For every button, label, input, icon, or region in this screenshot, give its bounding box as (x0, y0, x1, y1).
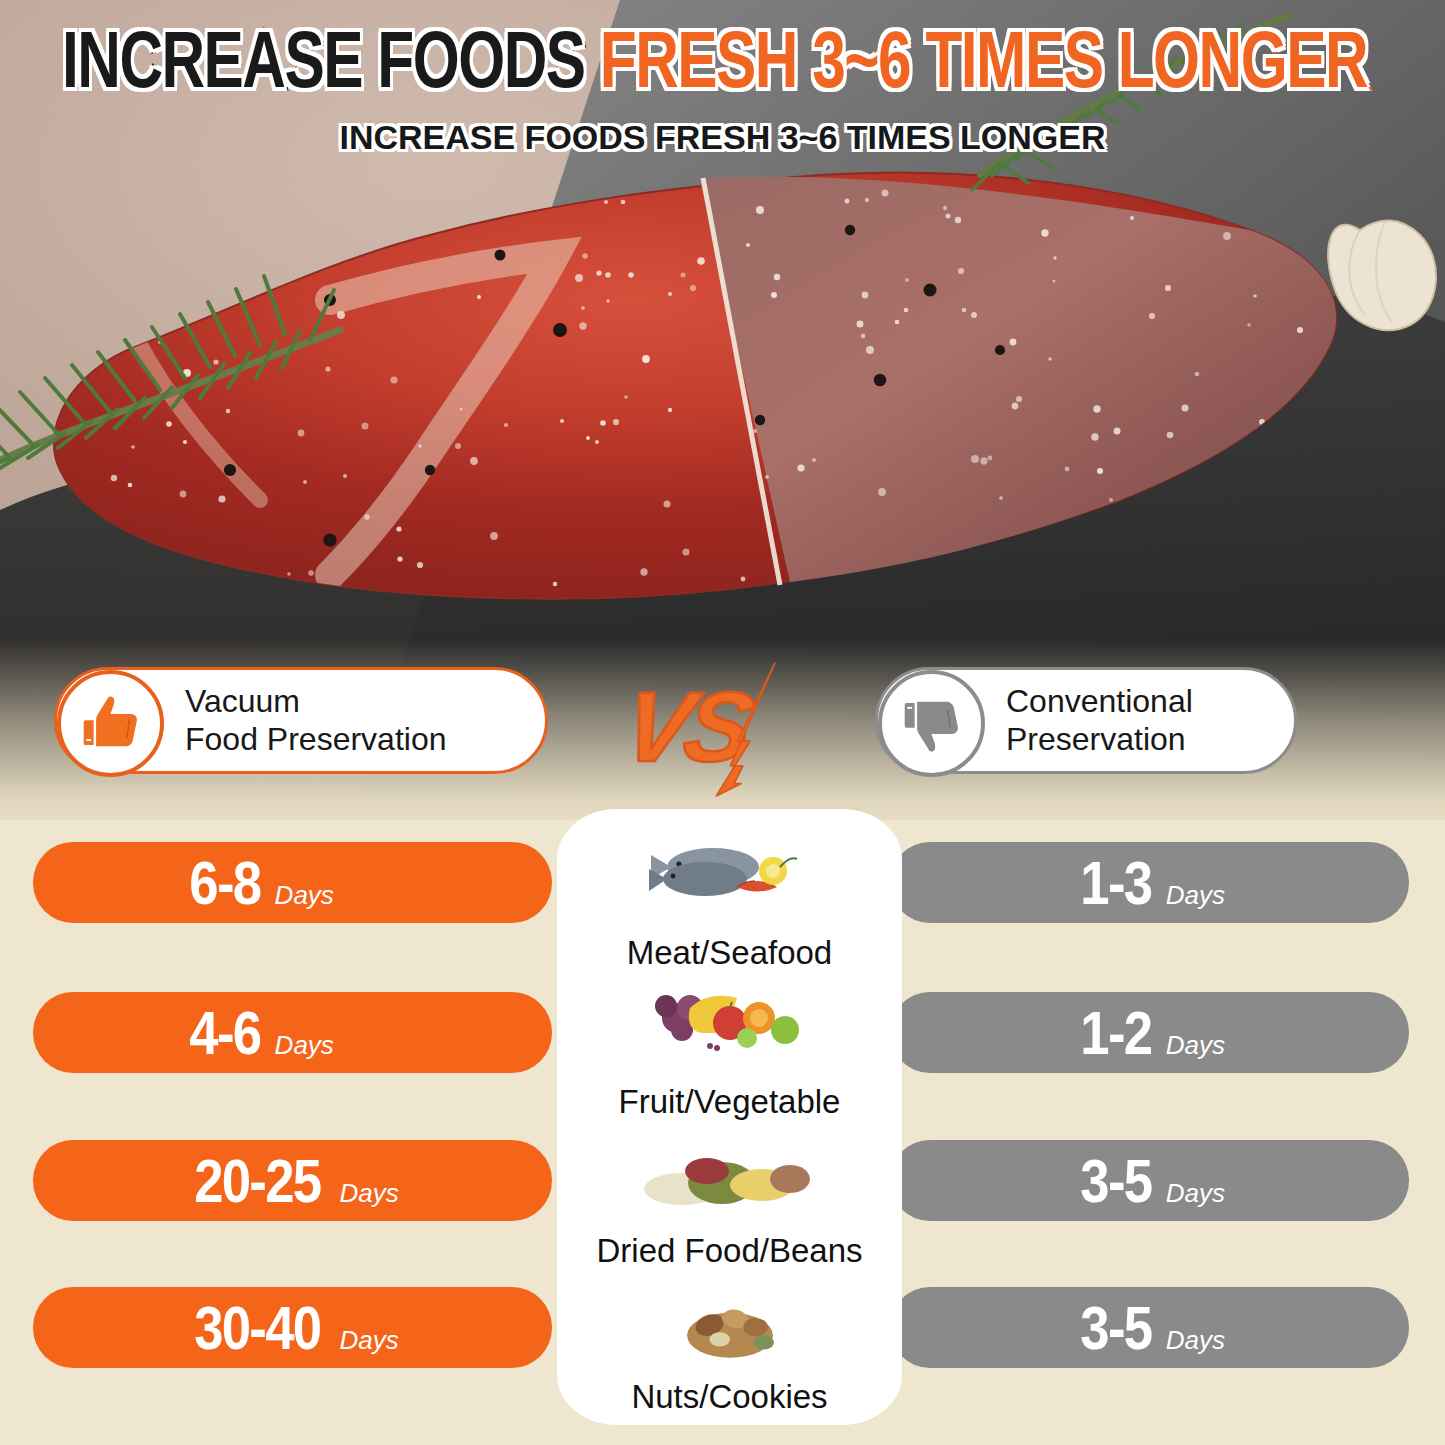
svg-text:VS: VS (635, 671, 761, 781)
